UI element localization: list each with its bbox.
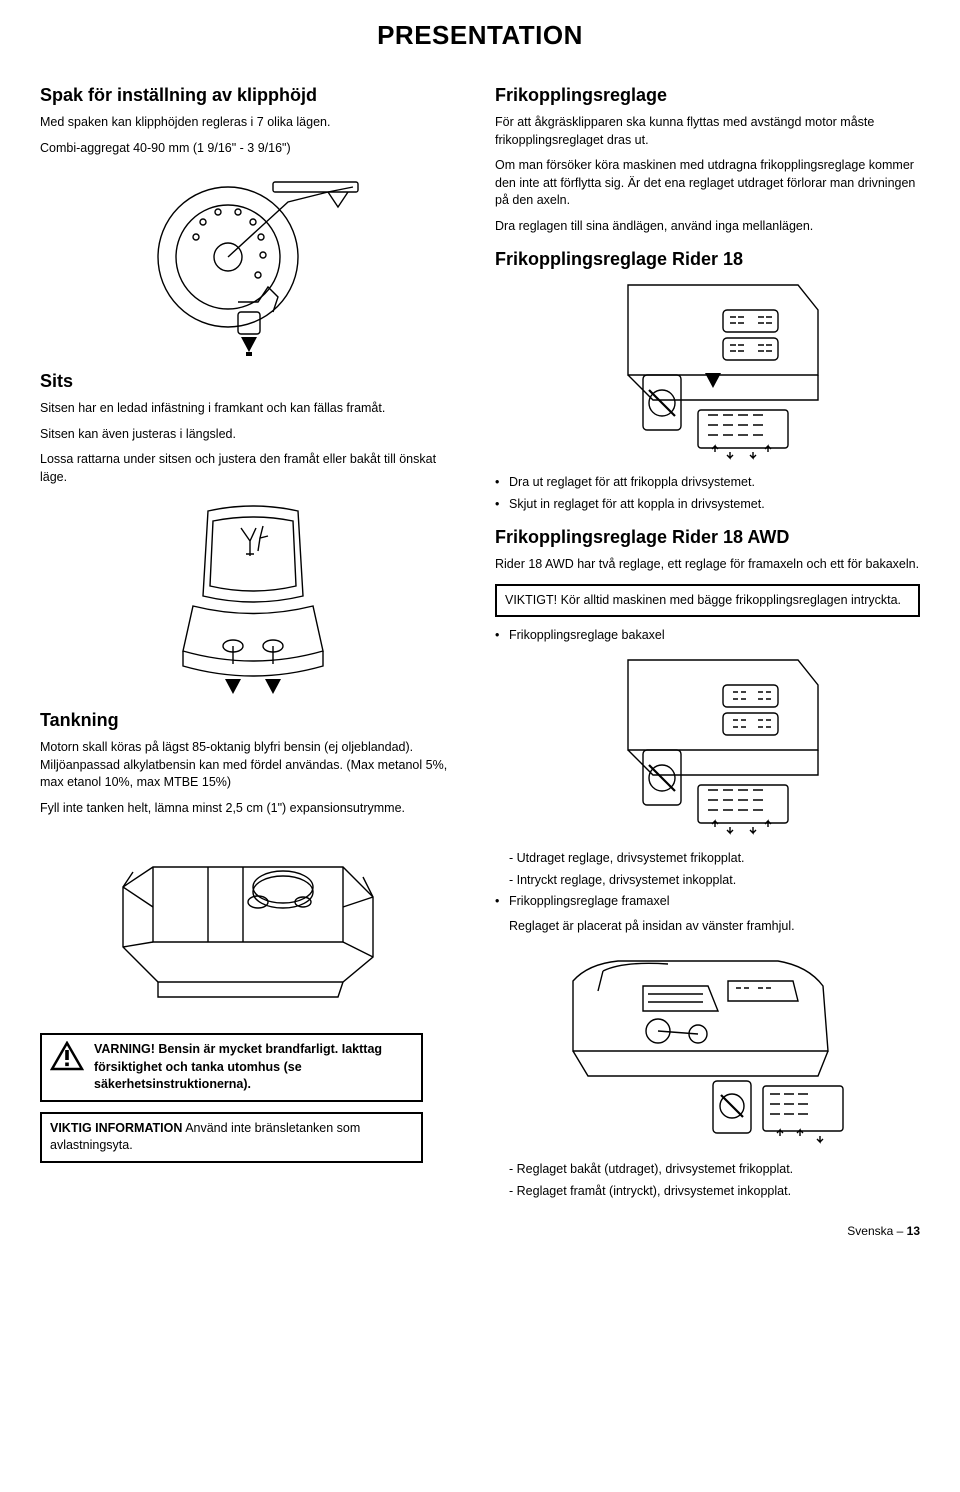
text-release-3: Dra reglagen till sina ändlägen, använd … (495, 218, 920, 236)
heading-cutting-height-lever: Spak för inställning av klipphöjd (40, 85, 465, 106)
info-box-fuel-tank: VIKTIG INFORMATION Använd inte bränsleta… (40, 1112, 423, 1163)
heading-release-rider18awd: Frikopplingsreglage Rider 18 AWD (495, 527, 920, 548)
bullet-pull-out: Dra ut reglaget för att frikoppla drivsy… (495, 474, 920, 492)
bullet-list-front-axle: Frikopplingsreglage framaxel (495, 893, 920, 911)
figure-seat (40, 496, 465, 696)
figure-fuel-tank (40, 827, 465, 1017)
text-seat-3: Lossa rattarna under sitsen och justera … (40, 451, 465, 486)
left-column: Spak för inställning av klipphöjd Med sp… (40, 71, 465, 1204)
sublist-rear: - Utdraget reglage, drivsystemet frikopp… (495, 849, 920, 889)
bullet-rear-axle: Frikopplingsreglage bakaxel (495, 627, 920, 645)
text-cutting-height-1: Med spaken kan klipphöjden regleras i 7 … (40, 114, 465, 132)
warning-text: VARNING! Bensin är mycket brandfarligt. … (94, 1041, 413, 1094)
text-awd-1: Rider 18 AWD har två reglage, ett reglag… (495, 556, 920, 574)
text-release-1: För att åkgräsklipparen ska kunna flytta… (495, 114, 920, 149)
two-column-layout: Spak för inställning av klipphöjd Med sp… (40, 71, 920, 1204)
figure-release-rear-axle (495, 655, 920, 835)
text-front-forward: - Reglaget framåt (intryckt), drivsystem… (495, 1182, 920, 1200)
text-fuel-2: Fyll inte tanken helt, lämna minst 2,5 c… (40, 800, 465, 818)
figure-cutting-height-lever (40, 167, 465, 357)
text-release-2: Om man försöker köra maskinen med utdrag… (495, 157, 920, 210)
footer-lang: Svenska (847, 1224, 893, 1238)
heading-seat: Sits (40, 371, 465, 392)
info-label: VIKTIG INFORMATION (50, 1121, 182, 1135)
viktigt-text: Kör alltid maskinen med bägge frikopplin… (557, 593, 901, 607)
footer-page-number: 13 (907, 1224, 920, 1238)
figure-release-front-axle (495, 946, 920, 1146)
heading-release-lever: Frikopplingsreglage (495, 85, 920, 106)
text-rear-in: - Intryckt reglage, drivsystemet inkoppl… (495, 871, 920, 889)
bullet-push-in: Skjut in reglaget för att koppla in driv… (495, 496, 920, 514)
figure-release-rider18 (495, 280, 920, 460)
heading-release-rider18: Frikopplingsreglage Rider 18 (495, 249, 920, 270)
page-title: PRESENTATION (40, 20, 920, 51)
text-rear-out: - Utdraget reglage, drivsystemet frikopp… (495, 849, 920, 867)
bullet-list-rear-axle: Frikopplingsreglage bakaxel (495, 627, 920, 645)
right-column: Frikopplingsreglage För att åkgräsklippa… (495, 71, 920, 1204)
warning-triangle-icon (50, 1041, 84, 1076)
text-front-axle-loc: Reglaget är placerat på insidan av vänst… (495, 918, 920, 936)
viktigt-label: VIKTIGT! (505, 593, 557, 607)
text-front-back: - Reglaget bakåt (utdraget), drivsysteme… (495, 1160, 920, 1178)
bullet-front-axle: Frikopplingsreglage framaxel (495, 893, 920, 911)
page-footer: Svenska – 13 (40, 1224, 920, 1238)
text-seat-1: Sitsen har en ledad infästning i framkan… (40, 400, 465, 418)
text-cutting-height-2: Combi-aggregat 40-90 mm (1 9/16" - 3 9/1… (40, 140, 465, 158)
callout-viktigt: VIKTIGT! Kör alltid maskinen med bägge f… (495, 584, 920, 618)
sublist-front: - Reglaget bakåt (utdraget), drivsysteme… (495, 1160, 920, 1200)
bullet-list-rider18: Dra ut reglaget för att frikoppla drivsy… (495, 474, 920, 513)
warning-box-fuel: VARNING! Bensin är mycket brandfarligt. … (40, 1033, 423, 1102)
text-fuel-1: Motorn skall köras på lägst 85-oktanig b… (40, 739, 465, 792)
text-seat-2: Sitsen kan även justeras i längsled. (40, 426, 465, 444)
heading-fueling: Tankning (40, 710, 465, 731)
